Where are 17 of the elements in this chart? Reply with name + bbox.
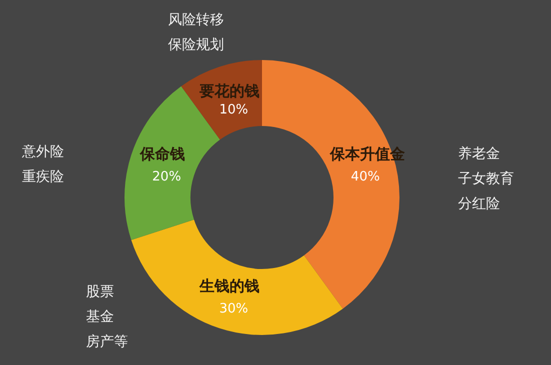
text: 养老金 [458, 145, 500, 164]
text: 子女教育 [458, 170, 514, 189]
data-label: 10% [219, 102, 248, 118]
slice-label: 保命钱 [139, 145, 186, 164]
text: 分红险 [458, 195, 500, 214]
data-label: 20% [152, 170, 182, 185]
text: 房产等 [86, 333, 128, 352]
slice-label: 要花的钱 [198, 82, 260, 100]
text: 保险规划 [168, 36, 224, 55]
text: 重疾险 [22, 168, 64, 187]
data-label: 30% [219, 301, 248, 316]
text: 基金 [86, 308, 114, 327]
text: 风险转移 [168, 11, 224, 30]
data-label: 40% [350, 170, 380, 185]
slice-label: 生钱的钱 [198, 276, 260, 295]
text: 股票 [86, 283, 114, 302]
text: 意外险 [22, 143, 64, 162]
